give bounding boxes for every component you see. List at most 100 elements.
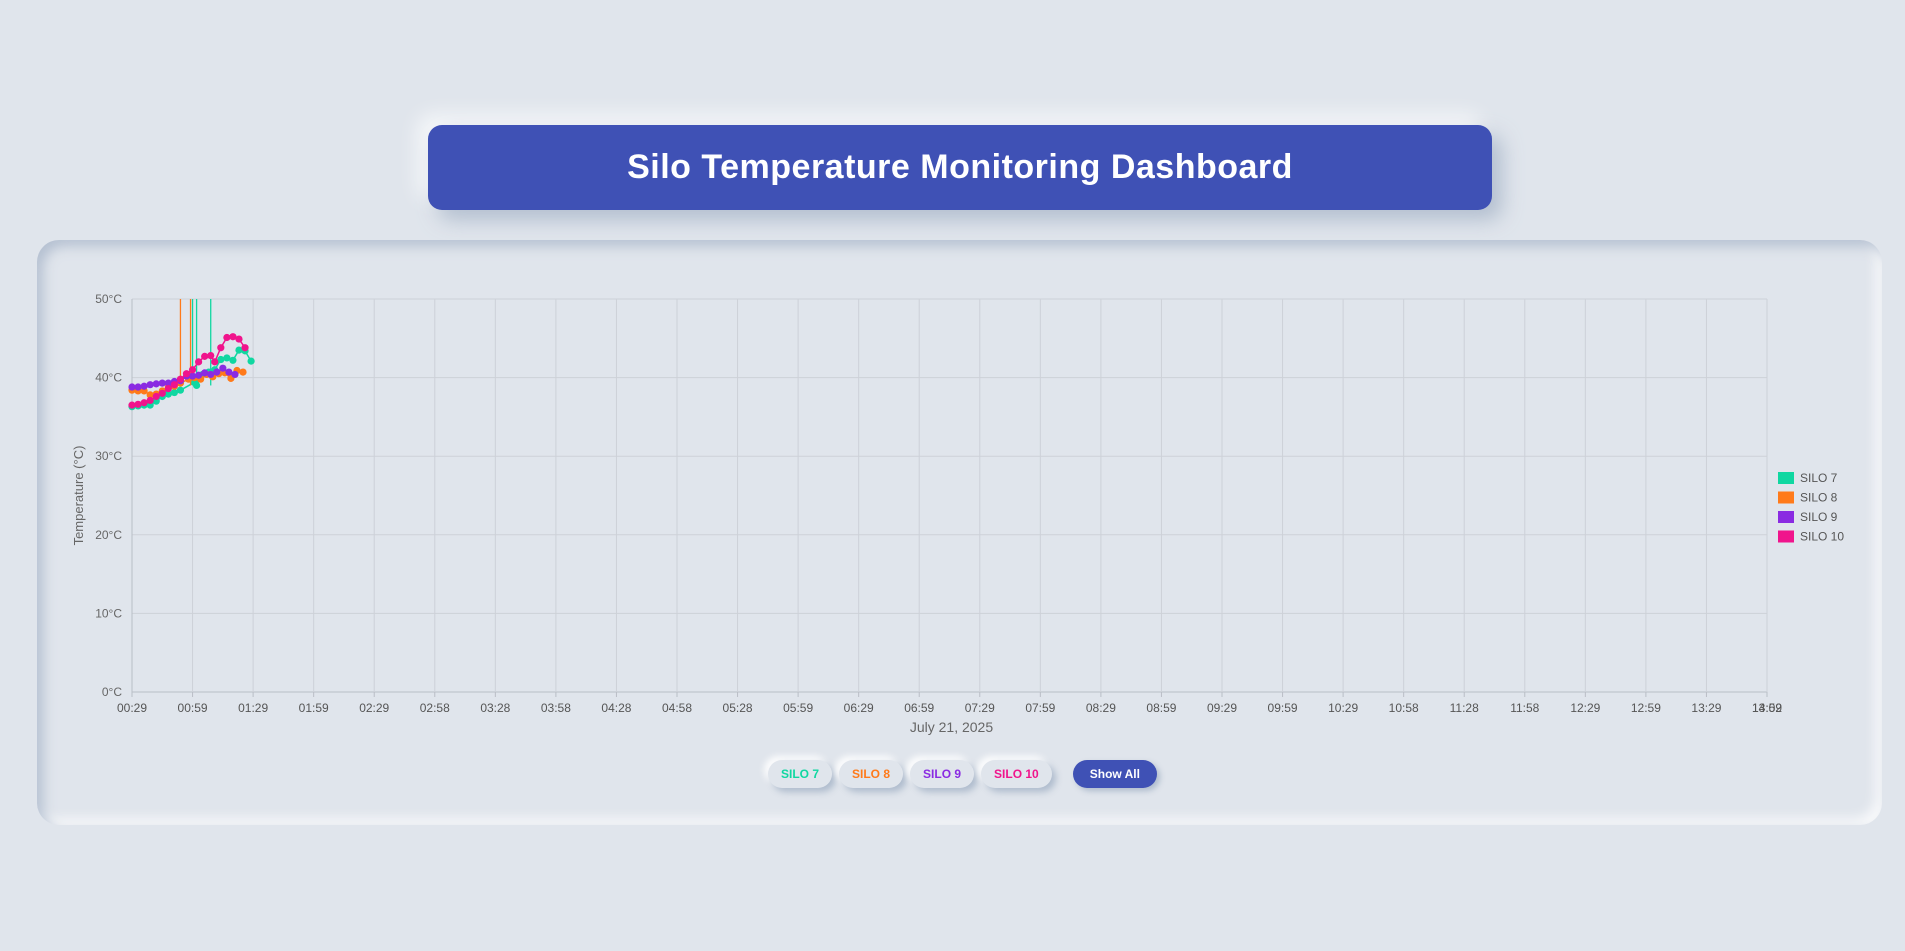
x-tick-label: 02:29 [359,701,389,715]
silo-7-point [217,355,225,364]
silo-9-point [213,368,221,376]
silo-10-point [195,358,203,366]
x-tick-label: 10:58 [1389,701,1419,715]
x-tick-label: 07:59 [1025,701,1055,715]
x-tick-label: 03:28 [480,701,510,715]
legend-swatch-silo-9 [1778,511,1794,523]
silo-10-point [140,399,148,407]
x-tick-label: 04:28 [601,701,631,715]
silo-10-point [176,375,185,383]
silo-10-point [188,366,197,374]
silo-7-point [192,381,201,390]
x-tick-label: 13:59 [1752,701,1782,715]
legend-swatch-silo-8 [1778,491,1794,504]
x-tick-label: 05:28 [723,701,753,715]
silo-10-point [182,370,191,378]
silo-7-point [170,388,178,397]
x-tick-label: 11:58 [1510,701,1539,715]
legend-label-silo-9: SILO 9 [1800,510,1838,524]
y-tick-label: 0°C [102,685,122,699]
silo-10-point [146,396,154,404]
x-tick-label: 09:29 [1207,701,1237,715]
silo-10-button[interactable]: SILO 10 [981,760,1052,788]
silo-10-point [223,333,231,342]
silo-7-point [176,386,185,394]
silo-7-button[interactable]: SILO 7 [768,760,833,788]
silo-9-point [219,364,227,372]
silo-10-point [158,389,166,397]
x-tick-label: 06:59 [904,701,934,715]
silo-10-point [241,344,249,352]
silo-10-point [229,333,237,341]
x-tick-label: 00:29 [117,701,147,715]
silo-9-point [140,382,148,390]
silo-10-point [134,400,142,408]
y-tick-label: 10°C [95,606,122,620]
silo-7-point [223,354,231,362]
y-tick-label: 50°C [95,292,122,306]
silo-9-point [128,383,136,391]
x-tick-label: 12:29 [1570,701,1600,715]
x-tick-label: 08:29 [1086,701,1116,715]
x-tick-label: 09:59 [1268,701,1298,715]
x-tick-label: 05:59 [783,701,813,715]
x-tick-label: 04:58 [662,701,692,715]
silo-10-point [128,401,136,409]
silo-9-point [152,380,160,388]
x-tick-label: 01:29 [238,701,268,715]
silo-8-point [146,391,154,399]
x-tick-label: 12:59 [1631,701,1661,715]
silo-10-point [217,344,225,352]
silo-10-point [164,385,172,393]
silo-7-point [164,390,172,398]
x-tick-label: 00:59 [178,701,208,715]
silo-9-point [195,371,203,379]
silo-filter-controls: SILO 7 SILO 8 SILO 9 SILO 10 Show All [768,760,1157,788]
x-tick-label: 01:59 [299,701,329,715]
silo-9-button[interactable]: SILO 9 [910,760,975,788]
x-tick-label: 14:02 [1752,701,1782,715]
silo-9-point [158,379,166,387]
silo-10-point [207,351,215,360]
silo-7-point [229,356,237,364]
x-tick-label: 08:59 [1146,701,1176,715]
x-tick-label: 11:28 [1450,701,1479,715]
silo-9-point [207,370,215,379]
y-axis-label: Temperature (°C) [71,446,86,546]
legend-label-silo-10: SILO 10 [1800,530,1844,544]
silo-10-point [152,392,160,401]
x-tick-label: 06:29 [844,701,874,715]
silo-9-point [146,381,154,389]
x-tick-label: 03:58 [541,701,571,715]
silo-10-point [211,358,219,366]
legend-label-silo-8: SILO 8 [1800,491,1838,505]
legend-swatch-silo-10 [1778,530,1794,543]
x-tick-label: 13:29 [1691,701,1721,715]
silo-10-point [235,335,243,343]
y-tick-label: 30°C [95,449,122,463]
silo-8-button[interactable]: SILO 8 [839,760,904,788]
legend-swatch-silo-7 [1778,472,1794,484]
x-tick-label: 02:58 [420,701,450,715]
silo-10-point [170,381,178,389]
show-all-button[interactable]: Show All [1072,760,1157,788]
silo-8-point [239,368,247,376]
silo-9-point [201,369,209,377]
silo-10-point [201,352,209,360]
x-axis-label: July 21, 2025 [910,719,993,735]
chart-panel [37,240,1882,825]
y-tick-label: 20°C [95,528,122,542]
legend-label-silo-7: SILO 7 [1800,471,1838,485]
silo-9-point [231,370,239,379]
silo-9-point [164,379,172,387]
silo-9-point [225,368,233,376]
silo-9-point [188,372,197,380]
silo-9-point [134,383,142,391]
page-title: Silo Temperature Monitoring Dashboard [627,148,1293,186]
dashboard-header: Silo Temperature Monitoring Dashboard [428,125,1492,210]
y-tick-label: 40°C [95,371,122,385]
silo-7-point [247,357,255,365]
silo-7-point [235,346,243,354]
x-tick-label: 07:29 [965,701,995,715]
